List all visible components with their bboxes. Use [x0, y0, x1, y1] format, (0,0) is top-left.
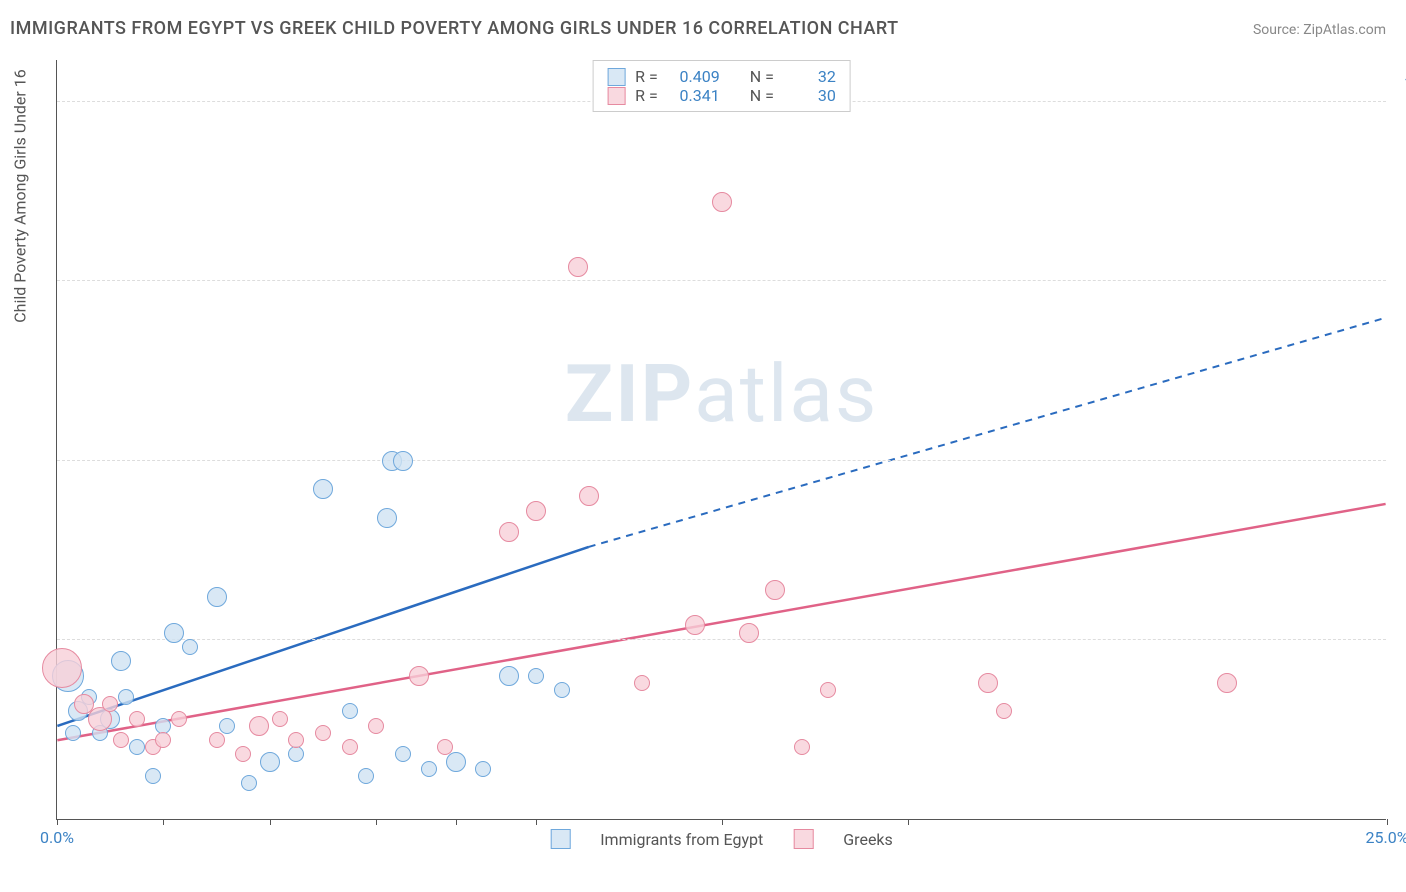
data-point-greeks — [579, 486, 599, 506]
data-point-egypt — [393, 451, 413, 471]
legend-swatch-greeks — [793, 829, 813, 849]
plot-area: ZIPatlas R = 0.409 N = 32 R = 0.341 N = … — [56, 60, 1386, 820]
data-point-egypt — [342, 703, 358, 719]
x-tick — [376, 819, 377, 825]
data-point-greeks — [765, 580, 785, 600]
data-point-greeks — [129, 711, 145, 727]
data-point-greeks — [712, 192, 732, 212]
data-point-greeks — [568, 257, 588, 277]
x-tick — [536, 819, 537, 825]
x-tick — [163, 819, 164, 825]
stats-row-greeks: R = 0.341 N = 30 — [607, 86, 836, 105]
x-tick — [270, 819, 271, 825]
data-point-greeks — [171, 711, 187, 727]
data-point-egypt — [554, 682, 570, 698]
source-label: Source: ZipAtlas.com — [1253, 22, 1386, 38]
data-point-greeks — [342, 739, 358, 755]
data-point-greeks — [235, 746, 251, 762]
x-tick-label: 25.0% — [1366, 828, 1406, 847]
data-point-egypt — [288, 746, 304, 762]
data-point-egypt — [358, 768, 374, 784]
data-point-egypt — [528, 668, 544, 684]
data-point-greeks — [794, 739, 810, 755]
data-point-greeks — [249, 716, 269, 736]
swatch-egypt — [607, 68, 625, 86]
data-point-greeks — [315, 725, 331, 741]
watermark: ZIPatlas — [565, 347, 878, 441]
data-point-greeks — [368, 718, 384, 734]
data-point-greeks — [1217, 673, 1237, 693]
bottom-legend: Immigrants from Egypt Greeks — [550, 829, 893, 849]
x-tick — [57, 819, 58, 825]
stats-legend-box: R = 0.409 N = 32 R = 0.341 N = 30 — [592, 60, 851, 112]
data-point-greeks — [42, 648, 82, 688]
data-point-egypt — [241, 775, 257, 791]
data-point-egypt — [145, 768, 161, 784]
data-point-greeks — [272, 711, 288, 727]
gridline — [57, 460, 1386, 461]
data-point-greeks — [634, 675, 650, 691]
legend-swatch-egypt — [550, 829, 570, 849]
data-point-egypt — [129, 739, 145, 755]
data-point-egypt — [313, 479, 333, 499]
data-point-greeks — [820, 682, 836, 698]
data-point-greeks — [526, 501, 546, 521]
data-point-egypt — [499, 666, 519, 686]
data-point-egypt — [377, 508, 397, 528]
y-axis-label: Child Poverty Among Girls Under 16 — [11, 69, 30, 323]
stat-r-egypt: 0.409 — [668, 67, 720, 86]
y-tick-label: 100.0% — [1396, 74, 1406, 93]
data-point-egypt — [395, 746, 411, 762]
stat-r-greeks: 0.341 — [668, 86, 720, 105]
data-point-egypt — [475, 761, 491, 777]
data-point-egypt — [182, 639, 198, 655]
data-point-greeks — [685, 615, 705, 635]
data-point-greeks — [437, 739, 453, 755]
gridline — [57, 639, 1386, 640]
gridline — [57, 280, 1386, 281]
stat-n-egypt: 32 — [784, 67, 836, 86]
x-tick — [722, 819, 723, 825]
y-tick-label: 50.0% — [1396, 432, 1406, 451]
data-point-greeks — [102, 696, 118, 712]
data-point-greeks — [499, 522, 519, 542]
chart-title: IMMIGRANTS FROM EGYPT VS GREEK CHILD POV… — [10, 18, 899, 39]
swatch-greeks — [607, 87, 625, 105]
data-point-greeks — [113, 732, 129, 748]
y-tick-label: 75.0% — [1396, 253, 1406, 272]
data-point-egypt — [421, 761, 437, 777]
legend-label-greeks: Greeks — [843, 830, 893, 849]
trend-lines — [57, 60, 1386, 819]
data-point-egypt — [207, 587, 227, 607]
data-point-egypt — [111, 651, 131, 671]
x-tick — [908, 819, 909, 825]
data-point-egypt — [446, 752, 466, 772]
stats-row-egypt: R = 0.409 N = 32 — [607, 67, 836, 86]
data-point-greeks — [288, 732, 304, 748]
y-tick-label: 25.0% — [1396, 611, 1406, 630]
data-point-greeks — [409, 666, 429, 686]
data-point-egypt — [118, 689, 134, 705]
data-point-egypt — [164, 623, 184, 643]
data-point-greeks — [209, 732, 225, 748]
data-point-greeks — [996, 703, 1012, 719]
data-point-greeks — [155, 732, 171, 748]
x-tick — [456, 819, 457, 825]
legend-label-egypt: Immigrants from Egypt — [600, 830, 763, 849]
x-tick-label: 0.0% — [40, 828, 74, 847]
x-tick — [1387, 819, 1388, 825]
data-point-egypt — [260, 752, 280, 772]
data-point-egypt — [65, 725, 81, 741]
chart-container: IMMIGRANTS FROM EGYPT VS GREEK CHILD POV… — [0, 0, 1406, 892]
data-point-greeks — [978, 673, 998, 693]
data-point-greeks — [739, 623, 759, 643]
stat-n-greeks: 30 — [784, 86, 836, 105]
data-point-egypt — [219, 718, 235, 734]
